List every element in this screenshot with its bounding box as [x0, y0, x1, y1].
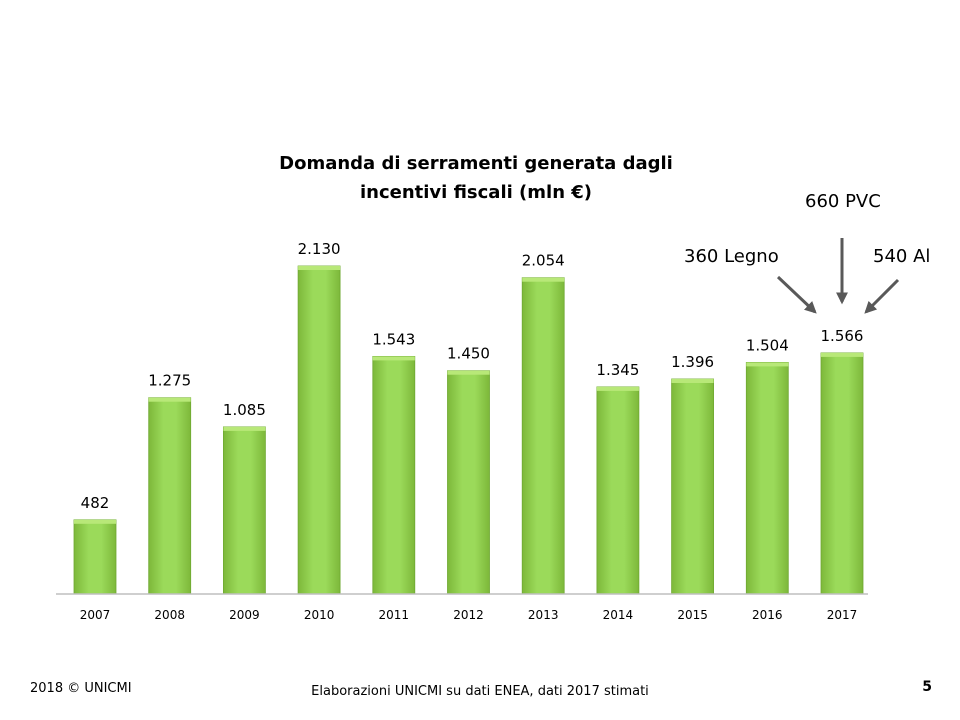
- bar-2014: [596, 386, 640, 595]
- copyright-text: 2018 © UNICMI: [30, 681, 132, 696]
- bar-cap-2010: [298, 266, 341, 270]
- value-label-2007: 482: [81, 494, 110, 512]
- chart-title-line-2: incentivi fiscali (mln €): [359, 182, 593, 203]
- value-label-2013: 2.054: [522, 252, 565, 270]
- bar-2016: [745, 361, 789, 595]
- source-note: Elaborazioni UNICMI su dati ENEA, dati 2…: [311, 684, 649, 699]
- category-label-2008: 2008: [154, 608, 185, 622]
- category-label-2012: 2012: [453, 608, 484, 622]
- category-label-2009: 2009: [229, 608, 260, 622]
- value-label-2016: 1.504: [746, 336, 789, 354]
- chart-title-line-1: Domanda di serramenti generata dagli: [279, 153, 673, 174]
- annotation-legno: 360 Legno: [684, 246, 779, 267]
- bar-2012: [447, 370, 490, 595]
- bar-cap-2013: [522, 277, 565, 282]
- bar-2007: [73, 519, 117, 595]
- bar-cap-2008: [148, 397, 191, 402]
- category-label-2007: 2007: [80, 608, 111, 622]
- bar-cap-2017: [821, 352, 863, 357]
- bar-cap-2012: [447, 370, 490, 375]
- bar-cap-2016: [746, 362, 789, 367]
- bar-2013: [521, 277, 565, 595]
- bars-group: [73, 265, 864, 595]
- value-label-2008: 1.275: [148, 372, 191, 390]
- bar-2010: [297, 265, 341, 595]
- category-label-2014: 2014: [603, 608, 634, 622]
- bar-2009: [222, 426, 266, 595]
- value-label-2015: 1.396: [671, 353, 714, 371]
- category-label-2015: 2015: [677, 608, 708, 622]
- bar-cap-2009: [223, 426, 266, 431]
- annotation-arrows: [776, 238, 900, 314]
- value-labels-group: 482 1.275 1.085 2.130 1.543 1.450 2.054 1.345 1.…: [81, 240, 864, 512]
- value-label-2014: 1.345: [596, 361, 639, 379]
- category-label-2013: 2013: [528, 608, 559, 622]
- bar-cap-2007: [74, 519, 116, 524]
- chart-title: Domanda di serramenti generata dagli inc…: [276, 149, 676, 207]
- bar-cap-2011: [372, 356, 415, 361]
- category-labels-group: 2007 2008 2009 2010 2011 2012 2013 2014 2015 2016…: [80, 608, 858, 622]
- bar-2017: [820, 352, 864, 595]
- category-label-2016: 2016: [752, 608, 783, 622]
- category-label-2010: 2010: [304, 608, 335, 622]
- category-label-2017: 2017: [827, 608, 858, 622]
- category-label-2011: 2011: [379, 608, 410, 622]
- value-label-2010: 2.130: [298, 240, 341, 258]
- arrow-legno: [776, 275, 817, 314]
- annotation-pvc: 660 PVC: [805, 191, 881, 212]
- annotation-al: 540 Al: [873, 246, 931, 267]
- value-label-2017: 1.566: [821, 327, 864, 345]
- arrow-al: [864, 278, 900, 314]
- bar-2015: [671, 378, 714, 595]
- value-label-2012: 1.450: [447, 345, 490, 363]
- bar-cap-2014: [596, 386, 639, 391]
- page-number: 5: [922, 679, 932, 695]
- value-label-2009: 1.085: [223, 401, 266, 419]
- bar-2008: [148, 397, 192, 595]
- bar-2011: [372, 355, 416, 595]
- bar-cap-2015: [671, 379, 714, 383]
- value-label-2011: 1.543: [372, 330, 415, 348]
